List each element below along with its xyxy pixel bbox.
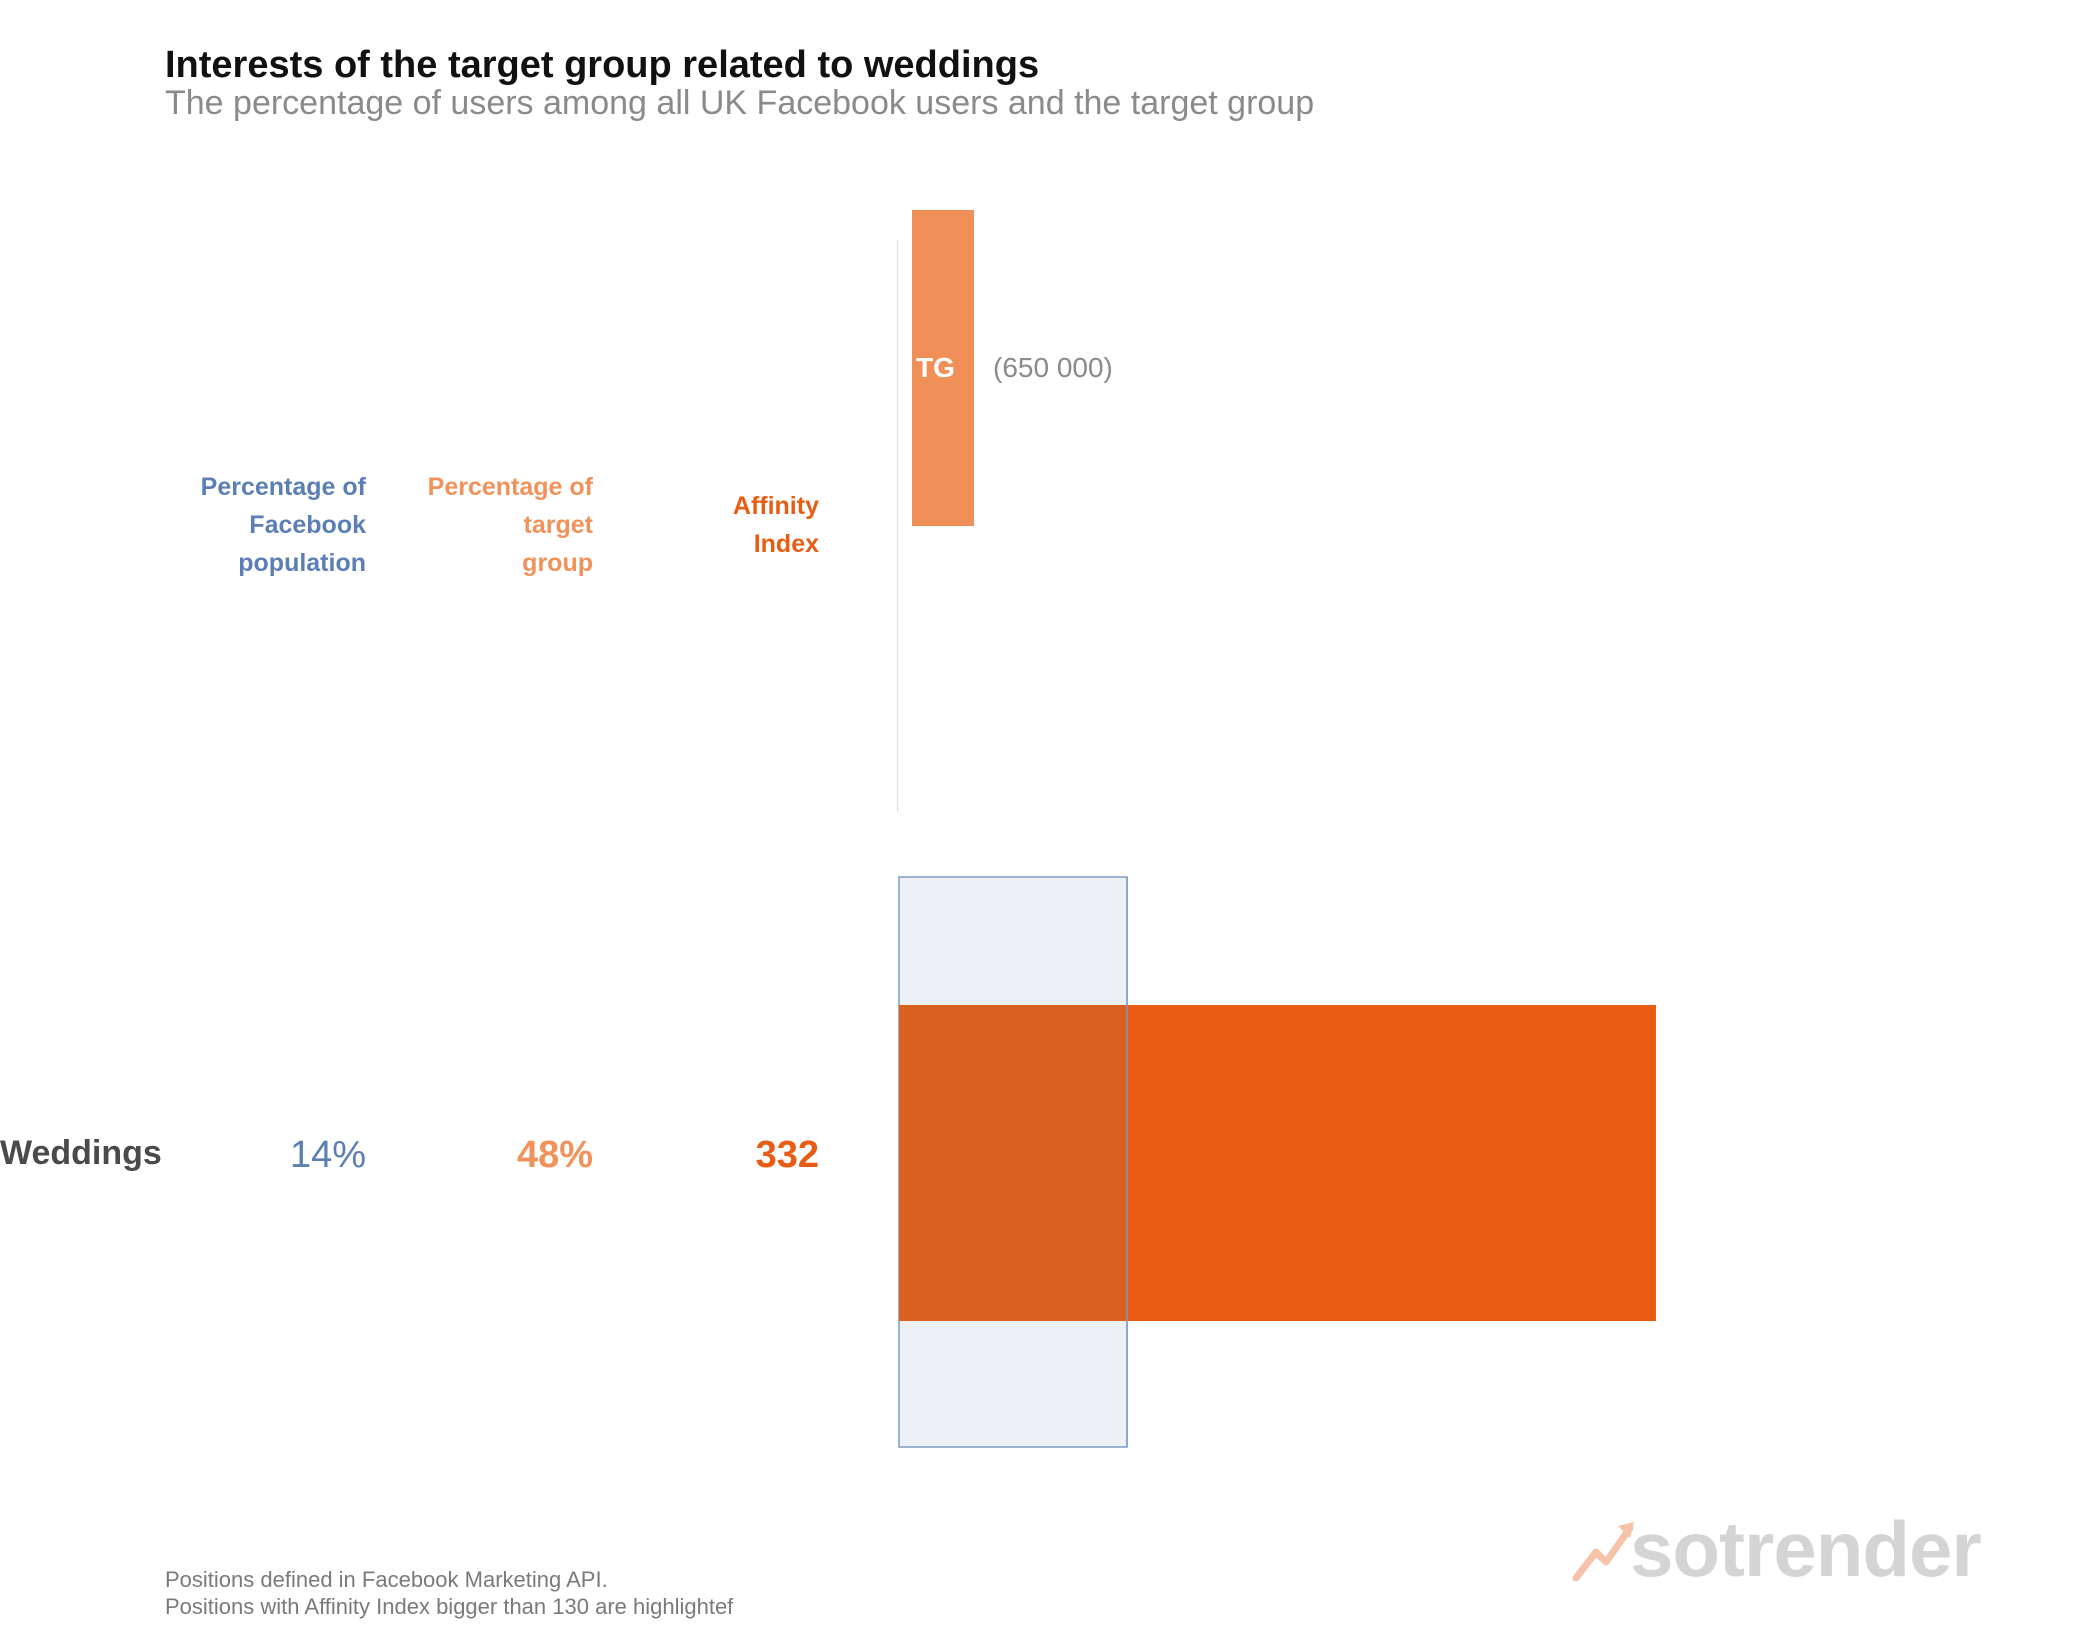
axis-line bbox=[897, 240, 898, 812]
target-group-bar bbox=[912, 210, 974, 526]
column-header-tg: Percentage of target group bbox=[427, 473, 593, 577]
column-header-fb: Percentage of Facebook population bbox=[200, 473, 366, 577]
value-label-fb: 14% bbox=[289, 1134, 366, 1176]
footnote-2: Positions with Affinity Index bigger tha… bbox=[165, 1594, 734, 1619]
footnote-1: Positions defined in Facebook Marketing … bbox=[165, 1567, 608, 1592]
category-label: Weddings bbox=[0, 1134, 162, 1172]
trend-arrow-icon bbox=[1572, 1522, 1634, 1582]
affinity-bar-overlap bbox=[899, 1005, 1127, 1321]
sotrender-logo: sotrender bbox=[1570, 1505, 2010, 1593]
column-header-ai: Affinity Index bbox=[732, 492, 819, 558]
target-group-count: (650 000) bbox=[993, 352, 1113, 383]
chart-subtitle: The percentage of users among all UK Fac… bbox=[165, 84, 1315, 122]
value-label-tg: 48% bbox=[516, 1134, 593, 1176]
chart-title: Interests of the target group related to… bbox=[165, 44, 1040, 86]
value-label-ai: 332 bbox=[755, 1134, 819, 1176]
logo-text: sotrender bbox=[1630, 1505, 1982, 1593]
target-group-label: TG bbox=[916, 352, 955, 383]
